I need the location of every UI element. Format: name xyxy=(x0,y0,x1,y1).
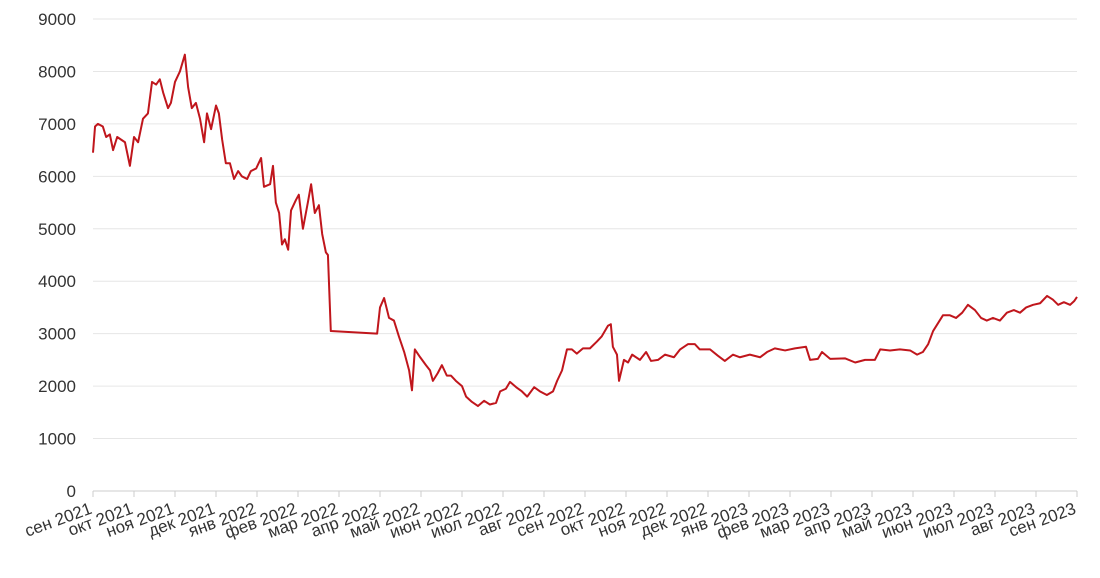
y-tick-label: 4000 xyxy=(38,272,76,291)
y-tick-label: 2000 xyxy=(38,377,76,396)
y-tick-label: 8000 xyxy=(38,62,76,81)
y-tick-label: 6000 xyxy=(38,167,76,186)
y-tick-label: 5000 xyxy=(38,220,76,239)
y-tick-label: 9000 xyxy=(38,10,76,29)
y-tick-label: 3000 xyxy=(38,325,76,344)
line xyxy=(92,53,1078,408)
y-tick-label: 0 xyxy=(67,482,76,501)
y-tick-label: 7000 xyxy=(38,115,76,134)
y-tick-label: 1000 xyxy=(38,430,76,449)
